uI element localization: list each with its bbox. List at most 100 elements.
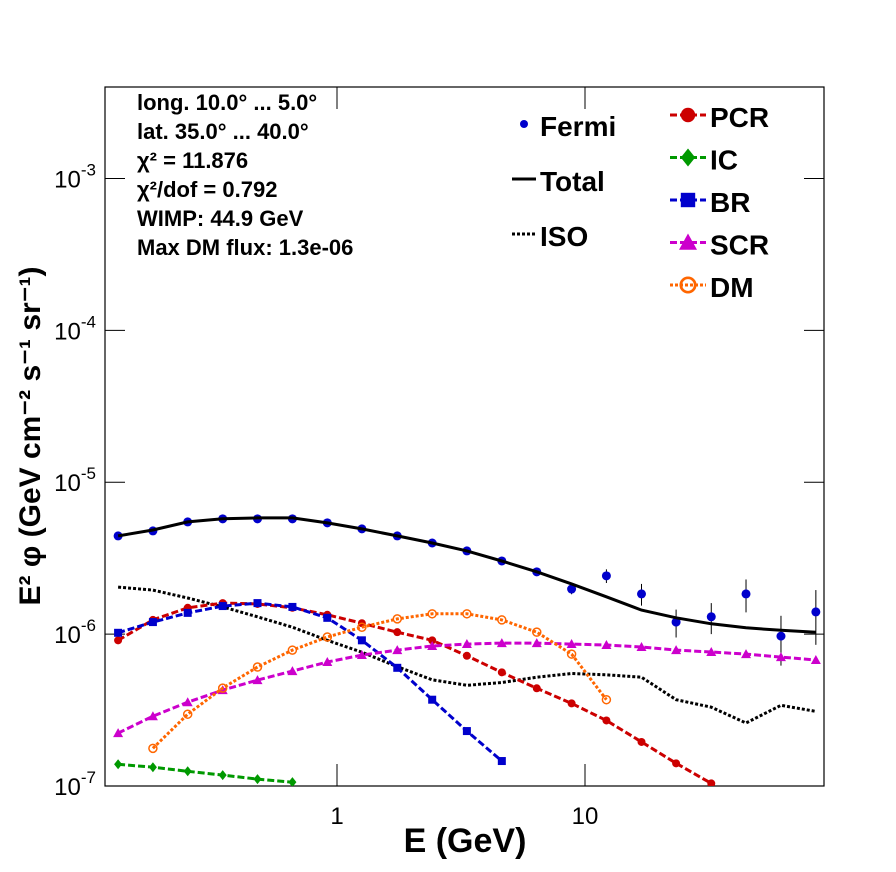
annotation: χ² = 11.876 <box>137 148 248 173</box>
series-line <box>117 516 816 634</box>
data-point <box>253 774 262 785</box>
data-point <box>601 639 612 649</box>
y-tick-exponent: -7 <box>81 768 96 787</box>
legend-label: PCR <box>710 102 769 133</box>
annotation: WIMP: 44.9 GeV <box>137 206 304 231</box>
y-tick-exponent: -3 <box>81 160 96 179</box>
data-point <box>497 757 506 766</box>
data-point <box>636 642 647 652</box>
legend-marker <box>680 107 696 123</box>
y-tick-label: 10-3 <box>54 160 96 193</box>
y-tick-label: 10-6 <box>54 616 96 649</box>
legend-marker <box>680 192 696 208</box>
annotation: lat. 35.0° ... 40.0° <box>137 119 309 144</box>
data-point <box>357 622 367 632</box>
data-point <box>775 652 786 662</box>
data-point <box>148 618 157 627</box>
data-point <box>741 589 751 599</box>
y-tick-label: 10-4 <box>54 312 96 345</box>
x-tick-label: 10 <box>572 803 599 830</box>
data-point <box>741 649 752 659</box>
legend-label: Fermi <box>540 111 616 142</box>
data-point <box>602 716 611 725</box>
data-point <box>393 628 402 637</box>
annotation: χ²/dof = 0.792 <box>137 177 277 202</box>
y-tick-exponent: -6 <box>81 616 96 635</box>
data-point <box>114 636 123 645</box>
data-point <box>182 709 193 719</box>
legend-label: BR <box>710 187 750 218</box>
annotation: long. 10.0° ... 5.0° <box>137 90 317 115</box>
data-point <box>252 675 263 685</box>
data-point <box>461 639 472 649</box>
data-point <box>567 699 576 708</box>
data-point <box>183 608 192 617</box>
data-point <box>288 602 297 611</box>
y-axis-label: E² φ (GeV cm⁻² s⁻¹ sr⁻¹) <box>14 266 47 605</box>
series-line <box>117 762 293 784</box>
data-point <box>323 613 332 622</box>
data-point <box>428 695 437 704</box>
data-point <box>113 728 124 738</box>
data-point <box>427 641 438 651</box>
data-point <box>810 655 821 665</box>
data-point <box>566 649 577 659</box>
data-point <box>428 636 437 645</box>
data-point <box>672 759 681 768</box>
data-point <box>496 638 507 648</box>
y-tick-label: 10-5 <box>54 464 96 497</box>
data-point <box>114 759 123 770</box>
data-point <box>253 599 262 608</box>
legend-label: IC <box>710 145 738 176</box>
data-point <box>287 645 298 655</box>
legend-label: Total <box>540 166 605 197</box>
data-point <box>671 617 681 627</box>
data-point <box>217 683 228 693</box>
data-point <box>392 645 403 655</box>
legend-label: DM <box>710 272 754 303</box>
data-point <box>497 668 506 677</box>
legend-label: ISO <box>540 221 588 252</box>
data-point <box>601 694 612 705</box>
series-line <box>117 601 713 785</box>
data-point <box>218 770 227 781</box>
y-tick-label: 10-7 <box>54 768 96 801</box>
data-point <box>218 602 227 611</box>
data-point <box>148 762 157 773</box>
data-point <box>288 777 297 786</box>
data-point <box>182 697 193 707</box>
data-point <box>776 631 786 641</box>
series-line <box>117 601 503 763</box>
data-point <box>532 684 541 693</box>
data-point <box>566 639 577 649</box>
data-point <box>393 663 402 672</box>
legend-marker <box>679 276 697 294</box>
plot-frame <box>104 86 825 787</box>
data-point <box>322 632 333 642</box>
data-point <box>706 612 716 622</box>
data-point <box>183 766 192 777</box>
y-tick-exponent: -4 <box>81 312 96 331</box>
data-point <box>392 614 403 624</box>
data-point <box>601 571 611 581</box>
data-point <box>287 666 298 676</box>
data-point <box>462 727 471 736</box>
x-tick-label: 1 <box>330 803 343 830</box>
data-point <box>148 743 158 754</box>
legend-marker <box>520 120 528 128</box>
data-point <box>637 589 647 599</box>
y-tick-base: 10 <box>54 774 81 801</box>
y-tick-base: 10 <box>54 318 81 345</box>
data-point <box>497 615 507 625</box>
data-point <box>147 711 158 721</box>
data-point <box>252 662 263 672</box>
data-point <box>671 645 682 655</box>
data-point <box>462 651 471 660</box>
y-tick-base: 10 <box>54 470 81 497</box>
data-point <box>427 609 437 619</box>
y-tick-base: 10 <box>54 166 81 193</box>
data-point <box>113 531 123 541</box>
